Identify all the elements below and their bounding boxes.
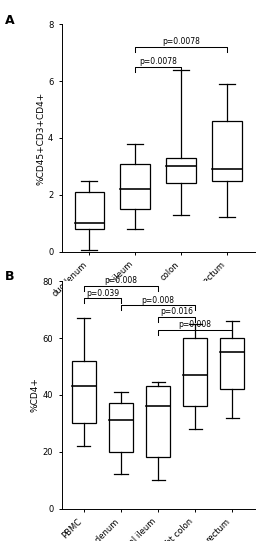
Y-axis label: %CD4+: %CD4+ xyxy=(31,378,40,412)
Y-axis label: %CD45+CD3+CD4+: %CD45+CD3+CD4+ xyxy=(36,91,45,184)
X-axis label: site: site xyxy=(150,313,166,321)
Bar xyxy=(72,361,96,423)
Text: p=0.0078: p=0.0078 xyxy=(139,57,177,66)
Text: p=0.008: p=0.008 xyxy=(105,276,137,285)
Bar xyxy=(166,158,196,183)
Bar xyxy=(75,192,104,229)
Bar xyxy=(221,338,244,390)
Text: A: A xyxy=(5,14,15,27)
Text: p=0.0078: p=0.0078 xyxy=(162,37,200,47)
Bar xyxy=(120,163,150,209)
Text: p=0.039: p=0.039 xyxy=(86,289,119,298)
Text: p=0.008: p=0.008 xyxy=(142,296,175,305)
Text: p=0.008: p=0.008 xyxy=(179,320,212,329)
Bar xyxy=(183,338,207,406)
Text: B: B xyxy=(5,270,15,283)
Bar xyxy=(109,404,133,452)
Bar xyxy=(212,121,242,181)
Text: p=0.016: p=0.016 xyxy=(160,307,193,316)
Bar xyxy=(146,386,170,458)
